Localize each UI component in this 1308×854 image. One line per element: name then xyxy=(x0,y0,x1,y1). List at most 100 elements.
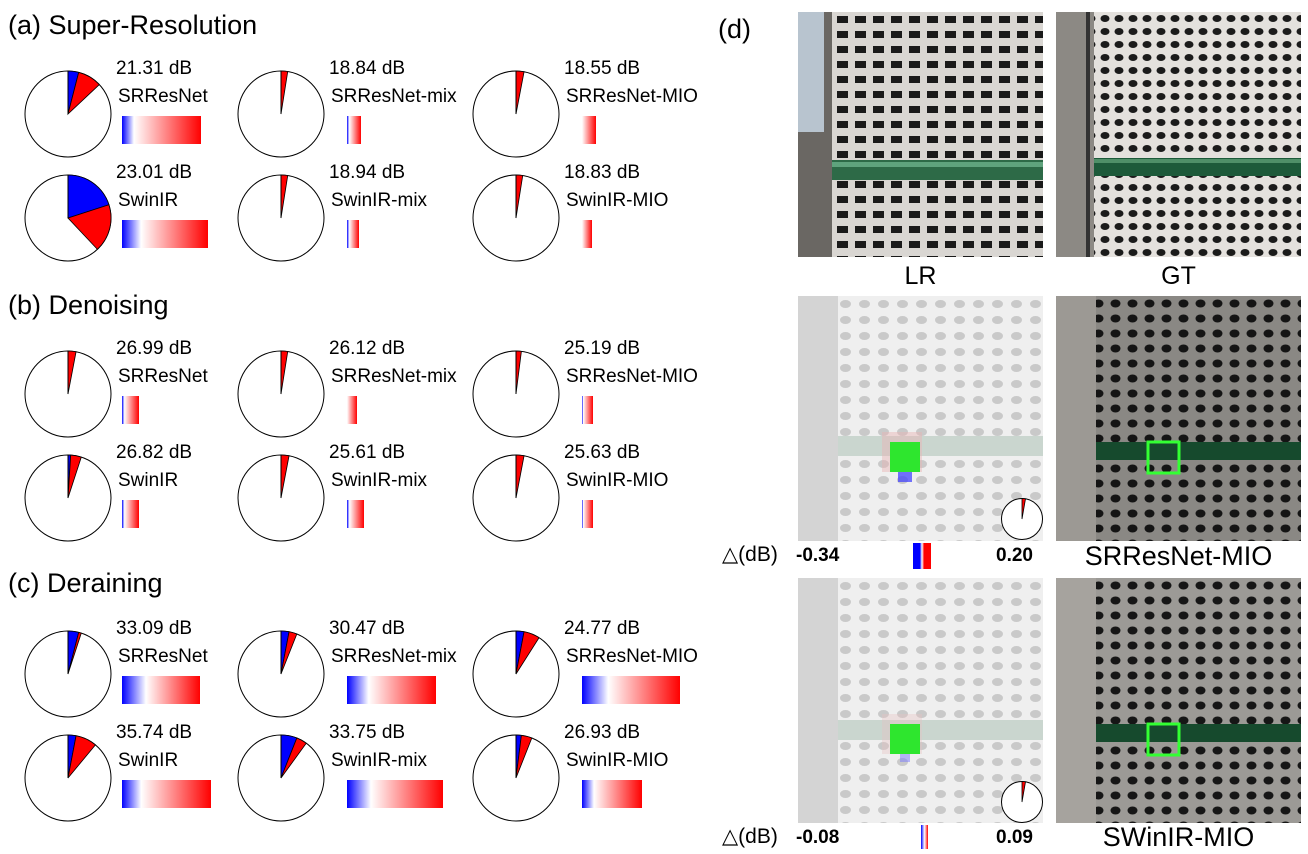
pie-chart xyxy=(472,174,560,262)
pie-slice-positive xyxy=(515,734,533,779)
model-name: SRResNet-mix xyxy=(331,86,457,107)
pie-slice-positive xyxy=(280,631,298,675)
pie-chart xyxy=(237,734,325,822)
lr-label: LR xyxy=(904,262,937,290)
swinir-attribution-map xyxy=(798,578,1043,823)
attribution-colorbar xyxy=(122,396,139,424)
sr-cell-swinir: 23.01 dB SwinIR xyxy=(24,162,244,274)
attribution-colorbar xyxy=(122,220,209,248)
attribution-colorbar xyxy=(347,676,436,704)
model-name: SRResNet-MIO xyxy=(566,366,698,387)
psnr-value: 21.31 dB xyxy=(116,58,193,79)
attribution-colorbar xyxy=(582,676,681,704)
dr-cell-swinir: 35.74 dB SwinIR xyxy=(24,722,244,834)
model-name: SwinIR xyxy=(118,190,179,211)
pie-slice-positive xyxy=(67,454,82,499)
pie-chart xyxy=(24,350,112,438)
srresnet-mio-label: SRResNet-MIO xyxy=(1084,541,1273,571)
sr-cell-swinir-mix: 18.94 dB SwinIR-mix xyxy=(237,162,457,274)
inset-pie-1 xyxy=(1000,497,1044,541)
psnr-value: 25.19 dB xyxy=(564,338,641,359)
delta-bar-2 xyxy=(921,825,928,849)
pie-chart xyxy=(24,734,112,822)
pie-chart xyxy=(472,454,560,542)
model-name: SwinIR-mix xyxy=(331,190,428,211)
model-name: SwinIR-mix xyxy=(331,470,428,491)
dn-cell-srresnet: 26.99 dB SRResNet xyxy=(24,338,244,450)
psnr-value: 23.01 dB xyxy=(116,162,193,183)
pie-chart xyxy=(237,630,325,718)
dr-cell-srresnet-mio: 24.77 dB SRResNet-MIO xyxy=(472,618,698,730)
model-name: SwinIR xyxy=(118,470,179,491)
swinir-mio-output xyxy=(1056,578,1301,823)
dr-cell-swinir-mio: 26.93 dB SwinIR-MIO xyxy=(472,722,692,834)
attribution-colorbar xyxy=(347,500,364,528)
pie-chart xyxy=(472,70,560,158)
model-name: SRResNet xyxy=(118,646,208,667)
delta-min-2: -0.08 xyxy=(796,827,840,848)
panel-d-title: (d) xyxy=(718,14,751,44)
pie-slice-positive xyxy=(515,631,540,675)
sr-cell-swinir-mio: 18.83 dB SwinIR-MIO xyxy=(472,162,692,274)
psnr-value: 25.63 dB xyxy=(564,442,641,463)
model-name: SwinIR-mix xyxy=(331,750,428,771)
attribution-colorbar xyxy=(582,500,593,528)
srresnet-focus-box xyxy=(1146,440,1181,475)
pie-slice-positive xyxy=(67,735,96,779)
srresnet-mio-output xyxy=(1056,296,1301,541)
gt-label: GT xyxy=(1161,262,1196,290)
model-name: SRResNet xyxy=(118,366,208,387)
attribution-colorbar xyxy=(582,396,593,424)
attribution-colorbar xyxy=(582,220,592,248)
dr-cell-swinir-mix: 33.75 dB SwinIR-mix xyxy=(237,722,457,834)
psnr-value: 26.12 dB xyxy=(329,338,406,359)
model-name: SwinIR-MIO xyxy=(566,190,669,211)
swinir-focus-box xyxy=(1146,722,1181,757)
attribution-colorbar xyxy=(582,116,597,144)
attribution-colorbar xyxy=(122,780,211,808)
psnr-value: 26.82 dB xyxy=(116,442,193,463)
attribution-colorbar xyxy=(122,116,202,144)
pie-slice-positive xyxy=(67,71,100,116)
dr-cell-srresnet: 33.09 dB SRResNet xyxy=(24,618,244,730)
dn-cell-swinir: 26.82 dB SwinIR xyxy=(24,442,244,554)
inset-pie-2 xyxy=(1000,780,1044,824)
delta-min-1: -0.34 xyxy=(796,545,840,566)
pie-chart xyxy=(237,454,325,542)
gt-image xyxy=(1056,12,1301,257)
psnr-value: 35.74 dB xyxy=(116,722,193,743)
model-name: SRResNet-MIO xyxy=(566,646,698,667)
model-name: SRResNet xyxy=(118,86,208,107)
psnr-value: 25.61 dB xyxy=(329,442,406,463)
psnr-value: 26.99 dB xyxy=(116,338,193,359)
srresnet-attribution-map xyxy=(798,296,1043,541)
pie-slice-positive xyxy=(67,631,82,675)
dn-cell-srresnet-mio: 25.19 dB SRResNet-MIO xyxy=(472,338,698,450)
model-name: SwinIR xyxy=(118,750,179,771)
psnr-value: 18.55 dB xyxy=(564,58,641,79)
attribution-colorbar xyxy=(347,396,357,424)
delta-bar-1 xyxy=(913,543,931,569)
sr-cell-srresnet: 21.31 dB SRResNet xyxy=(24,58,244,170)
pie-slice-negative xyxy=(67,174,110,219)
section-title-denoising: (b) Denoising xyxy=(8,290,169,320)
model-name: SwinIR-MIO xyxy=(566,750,669,771)
pie-slice-positive xyxy=(280,737,307,779)
attribution-colorbar xyxy=(347,780,443,808)
dr-cell-srresnet-mix: 30.47 dB SRResNet-mix xyxy=(237,618,457,730)
dn-cell-swinir-mio: 25.63 dB SwinIR-MIO xyxy=(472,442,692,554)
delta-label-2: △(dB) xyxy=(722,825,778,848)
pie-chart xyxy=(472,630,560,718)
swinir-mio-label: SWinIR-MIO xyxy=(1102,822,1255,852)
pie-chart xyxy=(237,70,325,158)
pie-slice-positive xyxy=(67,204,112,250)
psnr-value: 18.84 dB xyxy=(329,58,406,79)
model-name: SRResNet-MIO xyxy=(566,86,698,107)
attribution-colorbar xyxy=(582,780,642,808)
pie-chart xyxy=(24,174,112,262)
attribution-colorbar xyxy=(347,220,359,248)
model-name: SRResNet-mix xyxy=(331,646,457,667)
pie-chart xyxy=(24,630,112,718)
psnr-value: 30.47 dB xyxy=(329,618,406,639)
pie-chart xyxy=(24,454,112,542)
